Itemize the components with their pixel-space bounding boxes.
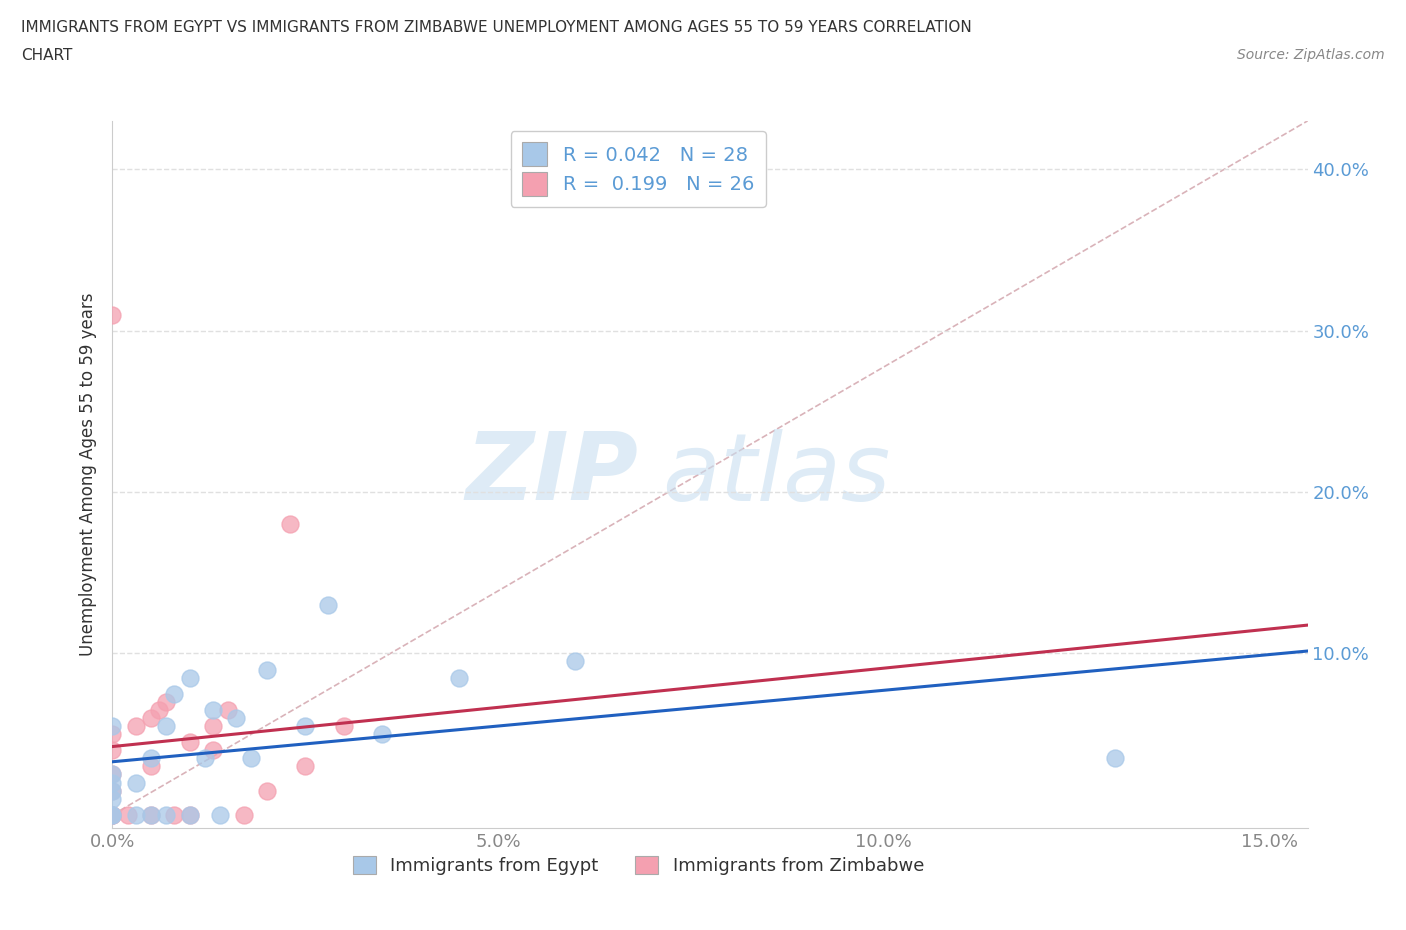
Point — [294, 759, 316, 774]
Point — [101, 807, 124, 822]
Point — [148, 702, 170, 717]
Text: ZIP: ZIP — [465, 429, 638, 520]
Point — [256, 662, 278, 677]
Point — [318, 598, 340, 613]
Point — [101, 791, 124, 806]
Point — [139, 751, 162, 765]
Point — [179, 807, 201, 822]
Point — [101, 807, 124, 822]
Point — [101, 783, 124, 798]
Point — [155, 719, 177, 734]
Text: IMMIGRANTS FROM EGYPT VS IMMIGRANTS FROM ZIMBABWE UNEMPLOYMENT AMONG AGES 55 TO : IMMIGRANTS FROM EGYPT VS IMMIGRANTS FROM… — [21, 20, 972, 35]
Point — [155, 695, 177, 710]
Point — [240, 751, 263, 765]
Point — [101, 307, 124, 322]
Point — [232, 807, 254, 822]
Point — [117, 807, 139, 822]
Point — [179, 671, 201, 685]
Point — [564, 654, 586, 669]
Point — [101, 726, 124, 741]
Point — [217, 702, 239, 717]
Point — [124, 807, 146, 822]
Point — [101, 775, 124, 790]
Point — [139, 807, 162, 822]
Point — [371, 726, 394, 741]
Point — [163, 807, 186, 822]
Legend: Immigrants from Egypt, Immigrants from Zimbabwe: Immigrants from Egypt, Immigrants from Z… — [346, 848, 931, 883]
Point — [179, 735, 201, 750]
Point — [333, 719, 356, 734]
Point — [163, 686, 186, 701]
Point — [139, 759, 162, 774]
Point — [194, 751, 217, 765]
Point — [256, 783, 278, 798]
Point — [201, 719, 224, 734]
Point — [201, 702, 224, 717]
Point — [209, 807, 232, 822]
Point — [294, 719, 316, 734]
Point — [449, 671, 471, 685]
Point — [124, 719, 146, 734]
Point — [201, 743, 224, 758]
Point — [179, 807, 201, 822]
Text: atlas: atlas — [662, 429, 890, 520]
Point — [139, 711, 162, 725]
Text: CHART: CHART — [21, 48, 73, 63]
Point — [1104, 751, 1126, 765]
Point — [278, 517, 301, 532]
Point — [101, 807, 124, 822]
Y-axis label: Unemployment Among Ages 55 to 59 years: Unemployment Among Ages 55 to 59 years — [79, 293, 97, 656]
Point — [124, 775, 146, 790]
Point — [101, 807, 124, 822]
Point — [101, 767, 124, 782]
Point — [101, 767, 124, 782]
Point — [139, 807, 162, 822]
Point — [101, 743, 124, 758]
Point — [101, 719, 124, 734]
Point — [101, 807, 124, 822]
Text: Source: ZipAtlas.com: Source: ZipAtlas.com — [1237, 48, 1385, 62]
Point — [155, 807, 177, 822]
Point — [101, 783, 124, 798]
Point — [225, 711, 247, 725]
